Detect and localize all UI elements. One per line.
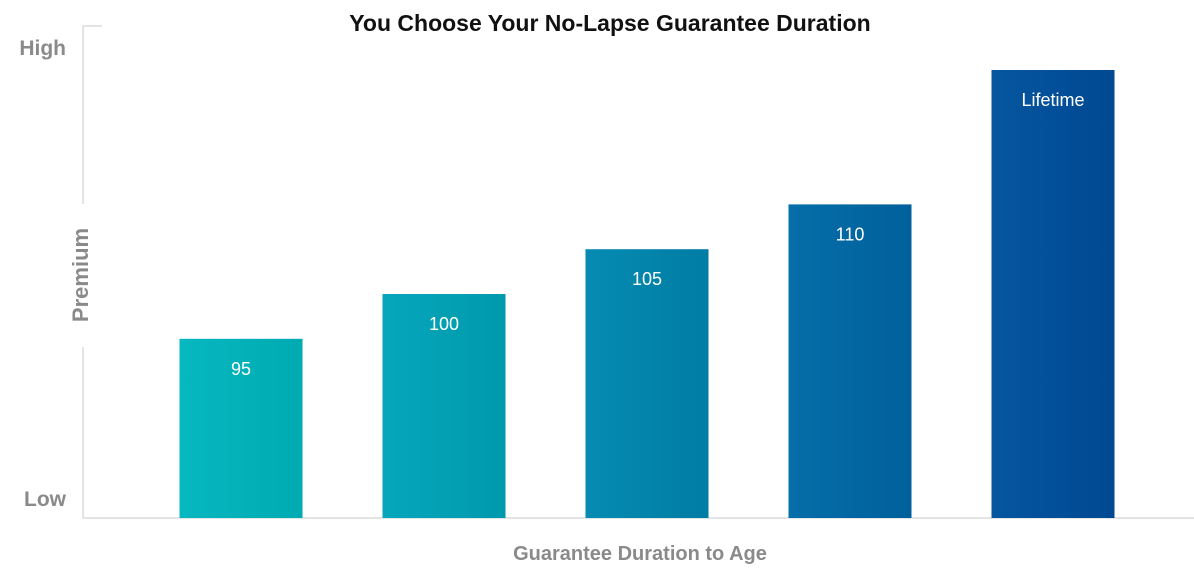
x-axis-label: Guarantee Duration to Age xyxy=(513,543,767,565)
bar-label-105: 105 xyxy=(632,269,662,289)
bar-label-95: 95 xyxy=(231,359,251,379)
bar-105 xyxy=(585,249,709,518)
bars-group: 95 100 105 110 Lifetime xyxy=(179,70,1115,518)
bar-100 xyxy=(382,294,506,518)
bar-label-100: 100 xyxy=(429,314,459,334)
y-axis-low-label: Low xyxy=(24,488,67,511)
bar-95 xyxy=(179,338,303,518)
bar-label-lifetime: Lifetime xyxy=(1021,90,1084,110)
bar-lifetime xyxy=(991,70,1115,518)
bar-110 xyxy=(788,204,912,518)
y-axis-label: Premium xyxy=(68,228,93,322)
y-axis-high-label: High xyxy=(19,37,66,60)
chart-title: You Choose Your No-Lapse Guarantee Durat… xyxy=(349,10,870,36)
bar-label-110: 110 xyxy=(836,224,865,244)
